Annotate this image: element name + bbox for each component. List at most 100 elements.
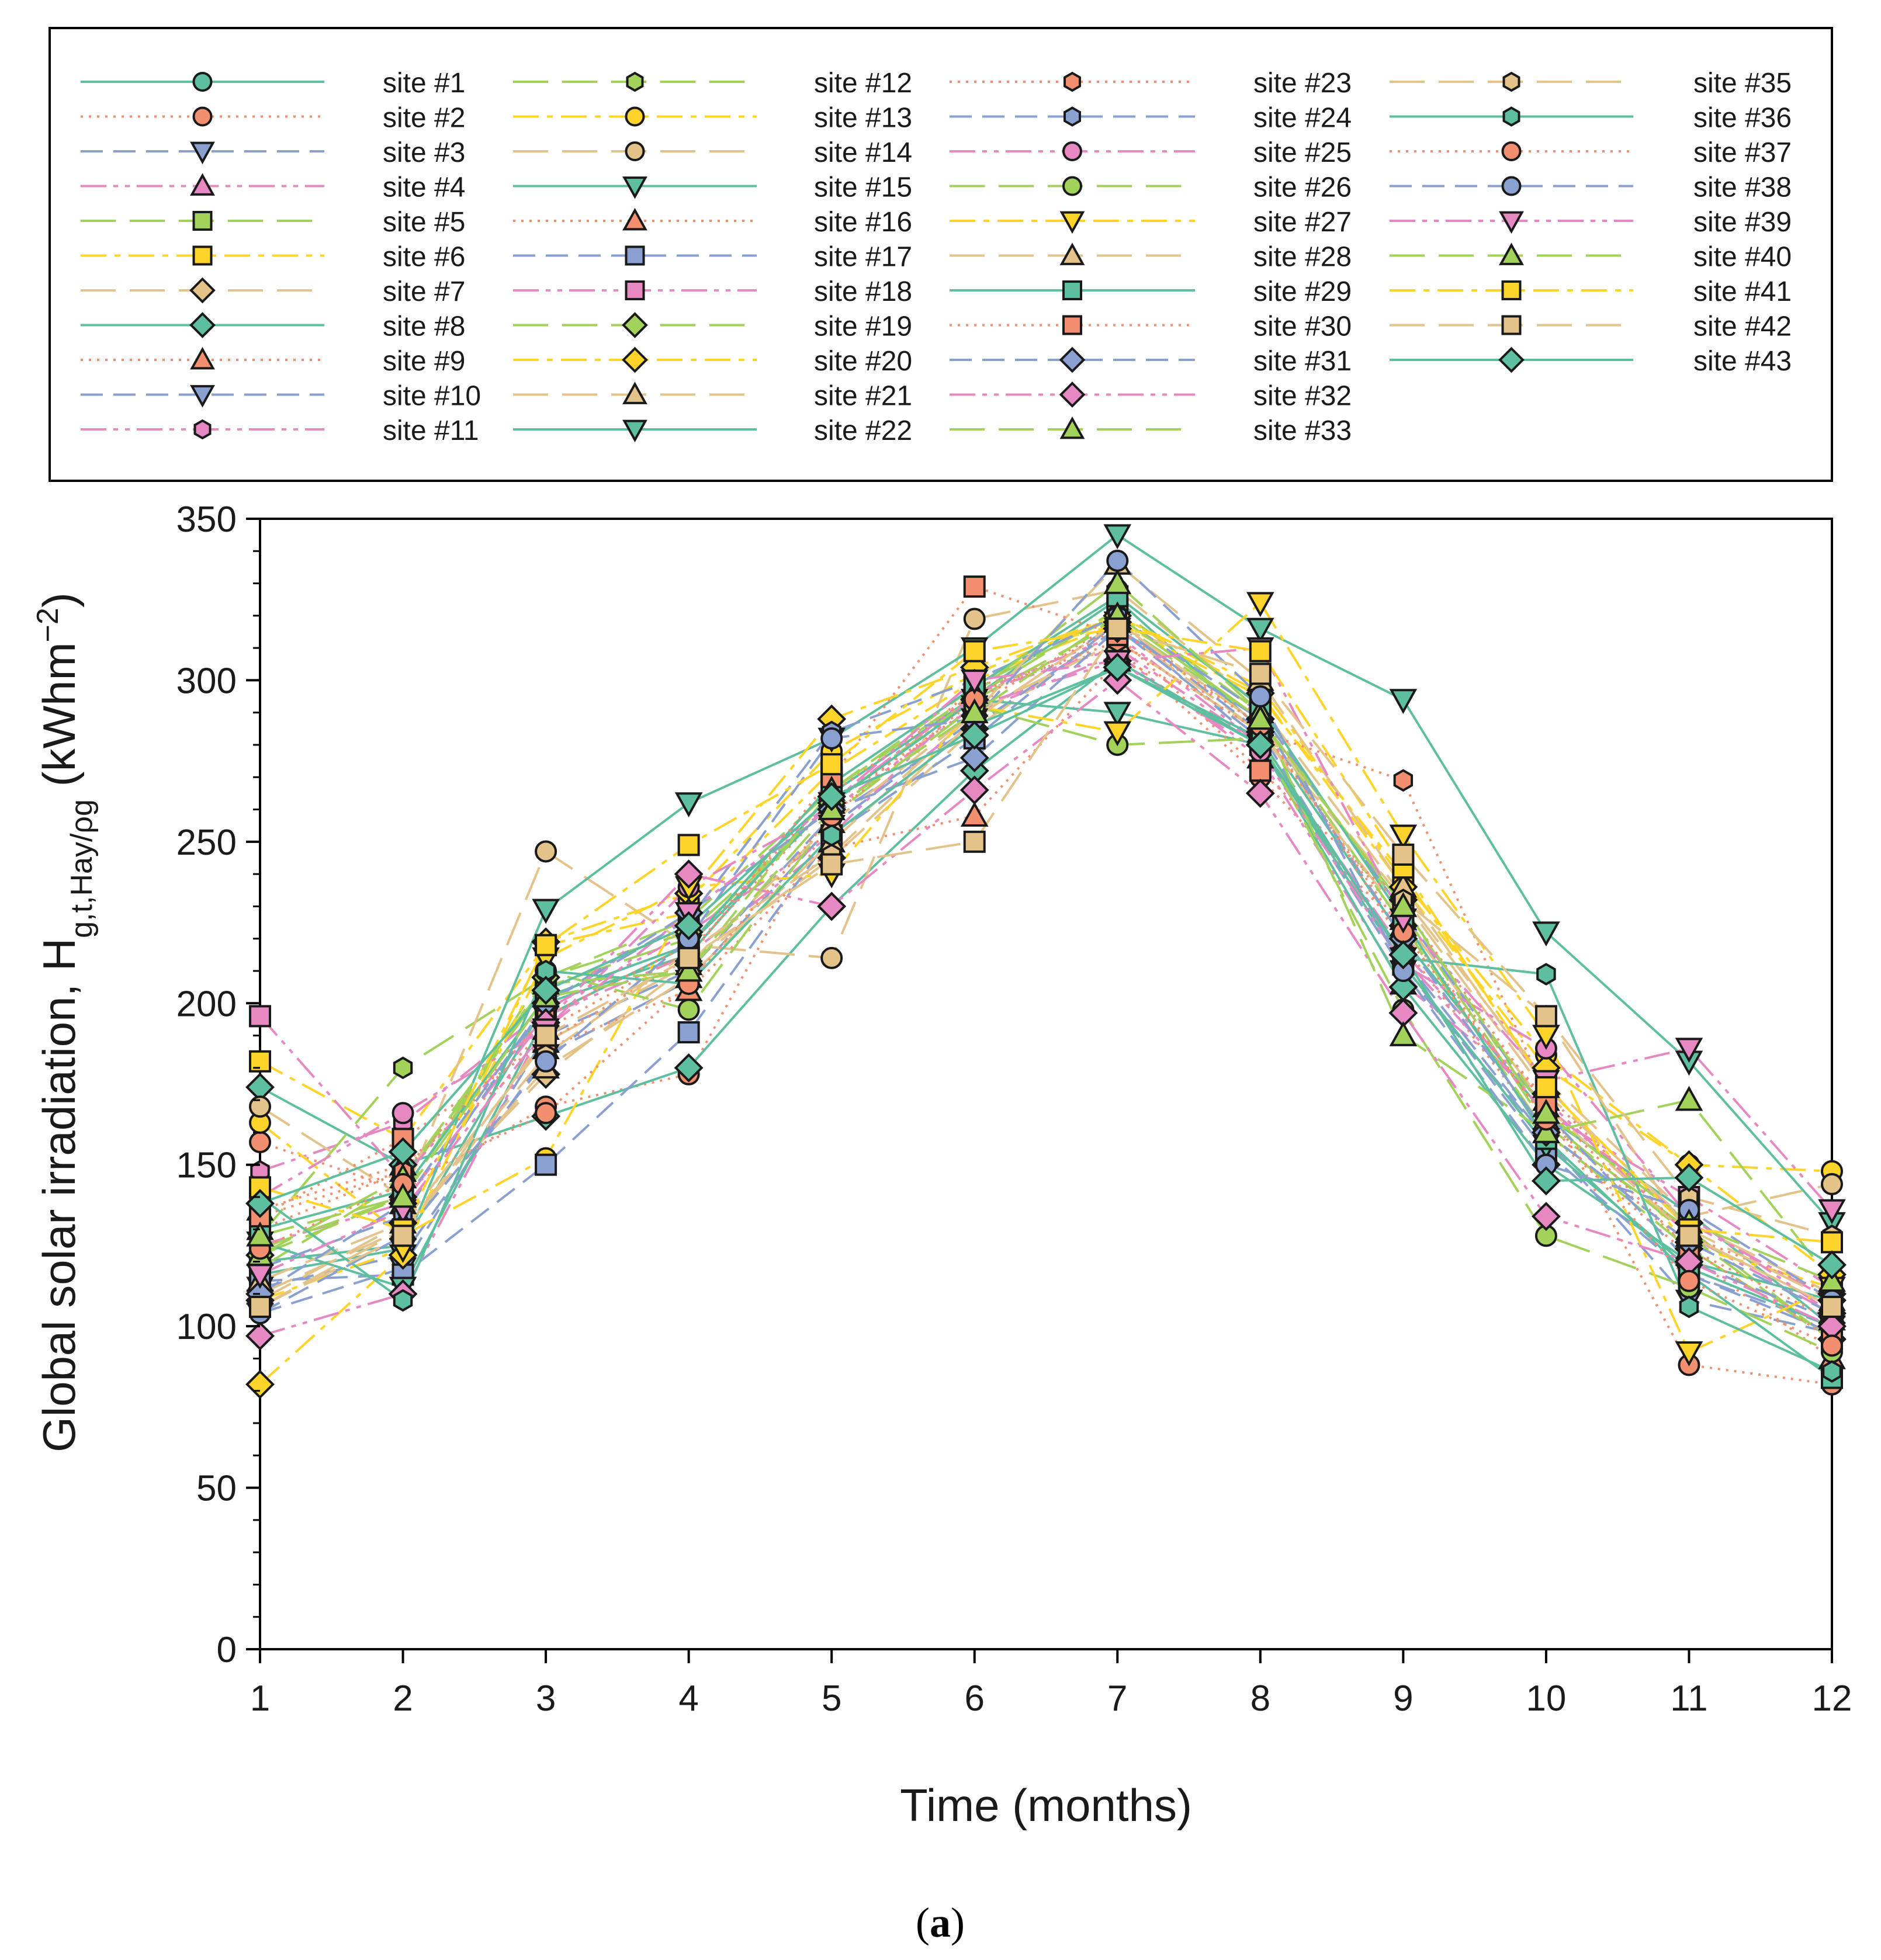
legend-item-site-28: site #28 bbox=[950, 242, 1352, 273]
site-15-point-3 bbox=[532, 899, 560, 924]
site-14-point-12 bbox=[1821, 1172, 1843, 1195]
legend-label: site #39 bbox=[1693, 207, 1792, 238]
legend-label: site #41 bbox=[1693, 276, 1792, 307]
legend-item-site-6: site #6 bbox=[81, 242, 465, 273]
site-36-line bbox=[259, 666, 1832, 1373]
legend-label: site #12 bbox=[814, 68, 912, 99]
figure-caption: (a) bbox=[916, 1899, 965, 1946]
legend-swatch-marker bbox=[190, 173, 215, 196]
site-33-point-7 bbox=[1103, 569, 1132, 594]
x-tick-label: 11 bbox=[1670, 1678, 1707, 1719]
legend-label: site #35 bbox=[1693, 68, 1792, 99]
legend-item-site-16: site #16 bbox=[513, 207, 912, 238]
legend-swatch-marker bbox=[1062, 176, 1082, 196]
site-32-point-5 bbox=[817, 891, 847, 921]
legend-item-site-23: site #23 bbox=[950, 68, 1352, 99]
legend-item-site-8: site #8 bbox=[81, 311, 465, 342]
x-tick-label: 10 bbox=[1526, 1678, 1566, 1719]
site-43-line bbox=[259, 666, 1833, 1266]
site-39-point-11 bbox=[1675, 1038, 1703, 1063]
y-tick-label: 100 bbox=[176, 1307, 237, 1347]
x-axis-label: Time (months) bbox=[900, 1779, 1192, 1831]
legend-swatch-marker bbox=[1059, 211, 1085, 234]
y-tick-label: 350 bbox=[176, 499, 237, 540]
legend-swatch-marker bbox=[1501, 176, 1522, 196]
site-36-point-12 bbox=[1822, 1360, 1842, 1383]
legend-item-site-10: site #10 bbox=[81, 381, 481, 412]
site-22-line bbox=[259, 698, 1832, 1327]
site-43-point-1 bbox=[245, 1189, 275, 1218]
site-32-point-8 bbox=[1245, 779, 1275, 808]
legend-item-site-30: site #30 bbox=[950, 311, 1352, 342]
legend-swatch-marker bbox=[1064, 106, 1081, 127]
legend-label: site #25 bbox=[1253, 137, 1352, 168]
legend-item-site-25: site #25 bbox=[950, 137, 1352, 168]
legend-label: site #23 bbox=[1253, 68, 1352, 99]
site-15-point-10 bbox=[1532, 921, 1560, 947]
legend-swatch-marker bbox=[1062, 315, 1082, 335]
legend-item-site-35: site #35 bbox=[1390, 68, 1792, 99]
y-tick-label: 250 bbox=[176, 823, 237, 863]
site-15-point-9 bbox=[1389, 689, 1418, 714]
legend-swatch-marker bbox=[1059, 346, 1086, 373]
x-tick-label: 1 bbox=[250, 1678, 270, 1719]
y-tick-label: 0 bbox=[217, 1630, 237, 1670]
x-tick-label: 3 bbox=[536, 1678, 556, 1719]
x-tick-label: 9 bbox=[1393, 1678, 1413, 1719]
site-39-point-6 bbox=[960, 669, 989, 695]
legend-swatch-marker bbox=[1498, 346, 1525, 373]
legend-item-site-43: site #43 bbox=[1390, 346, 1792, 377]
legend-swatch-marker bbox=[1502, 71, 1520, 92]
x-tick-label: 6 bbox=[964, 1678, 984, 1719]
x-tick-label: 4 bbox=[678, 1678, 698, 1719]
legend-label: site #28 bbox=[1253, 242, 1352, 273]
x-tick-label: 8 bbox=[1250, 1678, 1270, 1719]
legend-label: site #33 bbox=[1253, 415, 1352, 446]
series-markers bbox=[245, 524, 1847, 1399]
legend-item-site-40: site #40 bbox=[1390, 242, 1792, 273]
site-38-point-8 bbox=[1249, 685, 1272, 708]
legend-swatch-marker bbox=[1502, 106, 1520, 127]
site-41-point-5 bbox=[820, 753, 843, 776]
legend-label: site #4 bbox=[383, 172, 465, 203]
y-tick-label: 50 bbox=[196, 1469, 237, 1509]
legend-swatch-marker bbox=[625, 141, 645, 161]
site-42-point-8 bbox=[1249, 662, 1272, 685]
legend-item-site-7: site #7 bbox=[81, 276, 465, 307]
site-14-point-3 bbox=[535, 840, 557, 863]
site-38-point-5 bbox=[820, 727, 843, 750]
site-33-point-10 bbox=[1532, 1118, 1560, 1143]
site-27-point-9 bbox=[1389, 824, 1418, 850]
legend-label: site #1 bbox=[383, 68, 465, 99]
legend-swatch-marker bbox=[190, 385, 215, 408]
site-14-point-5 bbox=[820, 946, 843, 969]
site-36-point-5 bbox=[822, 824, 841, 847]
site-38-line bbox=[259, 559, 1833, 1314]
legend-label: site #37 bbox=[1693, 137, 1792, 168]
legend-swatch-marker bbox=[1499, 211, 1524, 234]
legend-swatch-marker bbox=[192, 211, 213, 231]
site-4-line bbox=[259, 653, 1832, 1314]
legend-item-site-42: site #42 bbox=[1390, 311, 1792, 342]
site-43-point-2 bbox=[388, 1137, 418, 1167]
legend-label: site #16 bbox=[814, 207, 912, 238]
legend-swatch-marker bbox=[192, 245, 213, 266]
legend-swatch-marker bbox=[190, 141, 215, 165]
site-43-point-11 bbox=[1674, 1163, 1704, 1192]
legend-item-site-21: site #21 bbox=[513, 381, 912, 412]
site-41-point-10 bbox=[1534, 1076, 1557, 1099]
site-40-point-9 bbox=[1389, 891, 1418, 917]
site-37-point-12 bbox=[1821, 1334, 1843, 1357]
legend-item-site-38: site #38 bbox=[1390, 172, 1792, 203]
legend-label: site #11 bbox=[383, 415, 479, 446]
site-37-point-3 bbox=[535, 1102, 557, 1125]
legend-label: site #6 bbox=[383, 242, 465, 273]
legend-label: site #32 bbox=[1253, 381, 1352, 412]
site-30-point-6 bbox=[963, 575, 986, 598]
y-axis-label: Global solar irradiation, Hg,t,Hay/ρg (k… bbox=[31, 592, 99, 1452]
legend-label: site #29 bbox=[1253, 276, 1352, 307]
legend-swatch-marker bbox=[1501, 315, 1522, 335]
legend-label: site #26 bbox=[1253, 172, 1352, 203]
site-7-line bbox=[259, 627, 1832, 1302]
series-lines bbox=[259, 533, 1833, 1386]
